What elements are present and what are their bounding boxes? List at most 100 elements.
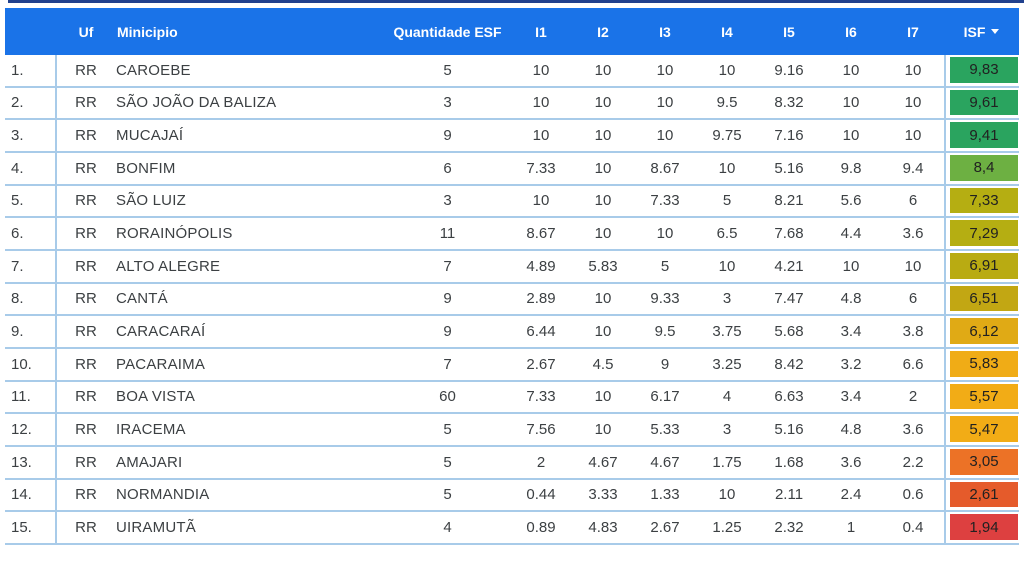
table-row: 15. RR UIRAMUTÃ 4 0.89 4.83 2.67 1.25 2.… bbox=[5, 512, 1019, 545]
cell-i5: 2.32 bbox=[774, 519, 804, 537]
cell-i1: 10 bbox=[532, 127, 550, 145]
cell-i5: 4.21 bbox=[774, 257, 804, 275]
cell-i3: 10 bbox=[656, 94, 674, 112]
table-row: 1. RR CAROEBE 5 10 10 10 10 9.16 10 10 9… bbox=[5, 55, 1019, 88]
cell-i6: 3.2 bbox=[840, 355, 862, 373]
cell-i2: 10 bbox=[594, 159, 612, 177]
table-row: 9. RR CARACARAÍ 9 6.44 10 9.5 3.75 5.68 … bbox=[5, 316, 1019, 349]
cell-i2: 10 bbox=[594, 225, 612, 243]
cell-municipio: CARACARAÍ bbox=[116, 323, 206, 341]
cell-i4: 3 bbox=[722, 290, 732, 308]
cell-municipio: MUCAJAÍ bbox=[116, 127, 184, 145]
cell-i2: 10 bbox=[594, 290, 612, 308]
cell-municipio: NORMANDIA bbox=[116, 486, 210, 504]
cell-municipio: AMAJARI bbox=[116, 453, 183, 471]
cell-uf: RR bbox=[75, 257, 97, 275]
cell-quantidade-esf: 5 bbox=[443, 486, 452, 504]
cell-i5: 8.32 bbox=[774, 94, 804, 112]
table-row: 2. RR SÃO JOÃO DA BALIZA 3 10 10 10 9.5 … bbox=[5, 87, 1019, 121]
header-i6: I6 bbox=[845, 23, 857, 40]
cell-i3: 2.67 bbox=[650, 519, 680, 537]
cell-i4: 10 bbox=[718, 257, 736, 275]
table-header-row: Uf Minicipio Quantidade ESF I1 I2 I3 I4 … bbox=[5, 8, 1019, 55]
cell-isf: 5,47 bbox=[944, 414, 1019, 445]
isf-score-badge: 9,41 bbox=[950, 122, 1018, 148]
cell-i1: 0.89 bbox=[526, 519, 556, 537]
isf-score-badge: 6,91 bbox=[950, 252, 1018, 279]
cell-isf: 9,41 bbox=[944, 120, 1019, 151]
cell-municipio: RORAINÓPOLIS bbox=[116, 225, 233, 243]
caret-down-icon bbox=[991, 29, 1000, 34]
row-number: 7. bbox=[5, 250, 57, 282]
cell-municipio: IRACEMA bbox=[116, 421, 186, 439]
cell-i3: 9 bbox=[660, 355, 670, 373]
cell-i7: 6 bbox=[908, 192, 918, 210]
isf-score-badge: 5,83 bbox=[950, 350, 1018, 377]
cell-i7: 0.4 bbox=[902, 519, 924, 537]
row-number: 12. bbox=[5, 414, 57, 445]
cell-i7: 10 bbox=[904, 61, 922, 79]
top-divider bbox=[8, 0, 1024, 3]
isf-score-badge: 5,57 bbox=[950, 383, 1018, 410]
header-municipio: Minicipio bbox=[117, 23, 178, 40]
cell-i7: 9.4 bbox=[902, 159, 924, 177]
cell-municipio: CANTÁ bbox=[116, 290, 168, 308]
cell-i5: 9.16 bbox=[774, 61, 804, 79]
cell-i3: 9.5 bbox=[654, 323, 676, 341]
cell-i7: 0.6 bbox=[902, 486, 924, 504]
header-i2: I2 bbox=[597, 23, 609, 40]
table-row: 8. RR CANTÁ 9 2.89 10 9.33 3 7.47 4.8 6 … bbox=[5, 283, 1019, 317]
cell-i4: 10 bbox=[718, 486, 736, 504]
row-number: 4. bbox=[5, 152, 57, 184]
cell-municipio: SÃO JOÃO DA BALIZA bbox=[116, 94, 277, 112]
cell-i2: 4.67 bbox=[588, 453, 618, 471]
cell-quantidade-esf: 4 bbox=[443, 519, 452, 537]
cell-i7: 6.6 bbox=[902, 355, 924, 373]
cell-quantidade-esf: 5 bbox=[443, 421, 452, 439]
cell-i6: 4.4 bbox=[840, 225, 862, 243]
cell-i7: 6 bbox=[908, 290, 918, 308]
cell-isf: 2,61 bbox=[944, 479, 1019, 511]
table-row: 5. RR SÃO LUIZ 3 10 10 7.33 5 8.21 5.6 6… bbox=[5, 185, 1019, 219]
cell-i6: 4.8 bbox=[840, 421, 862, 439]
cell-i4: 1.75 bbox=[712, 453, 742, 471]
isf-score-badge: 7,33 bbox=[950, 187, 1018, 214]
cell-uf: RR bbox=[75, 192, 97, 210]
cell-isf: 6,12 bbox=[944, 316, 1019, 347]
cell-isf: 9,83 bbox=[944, 55, 1019, 86]
cell-i4: 3.25 bbox=[712, 355, 742, 373]
cell-i1: 4.89 bbox=[526, 257, 556, 275]
isf-score-badge: 5,47 bbox=[950, 416, 1018, 442]
cell-i6: 3.6 bbox=[840, 453, 862, 471]
cell-i5: 7.47 bbox=[774, 290, 804, 308]
cell-isf: 5,83 bbox=[944, 348, 1019, 380]
cell-isf: 9,61 bbox=[944, 87, 1019, 119]
cell-i6: 3.4 bbox=[840, 388, 862, 406]
cell-i6: 10 bbox=[842, 61, 860, 79]
header-isf-sort[interactable]: ISF bbox=[944, 8, 1019, 55]
cell-i4: 5 bbox=[722, 192, 732, 210]
cell-i2: 4.5 bbox=[592, 355, 614, 373]
cell-quantidade-esf: 7 bbox=[443, 355, 452, 373]
cell-i2: 10 bbox=[594, 94, 612, 112]
cell-i7: 3.8 bbox=[902, 323, 924, 341]
table-row: 6. RR RORAINÓPOLIS 11 8.67 10 10 6.5 7.6… bbox=[5, 218, 1019, 251]
cell-isf: 6,91 bbox=[944, 250, 1019, 282]
cell-quantidade-esf: 9 bbox=[443, 323, 452, 341]
cell-municipio: BOA VISTA bbox=[116, 388, 196, 406]
cell-i4: 10 bbox=[718, 61, 736, 79]
table-body: 1. RR CAROEBE 5 10 10 10 10 9.16 10 10 9… bbox=[5, 55, 1019, 545]
cell-i5: 7.16 bbox=[774, 127, 804, 145]
cell-i3: 9.33 bbox=[650, 290, 680, 308]
isf-score-badge: 1,94 bbox=[950, 514, 1018, 540]
cell-i2: 10 bbox=[594, 323, 612, 341]
isf-score-badge: 9,61 bbox=[950, 89, 1018, 116]
header-row-number bbox=[5, 8, 57, 55]
cell-uf: RR bbox=[75, 486, 97, 504]
cell-i2: 10 bbox=[594, 61, 612, 79]
cell-quantidade-esf: 9 bbox=[443, 290, 452, 308]
cell-i3: 5 bbox=[660, 257, 670, 275]
cell-quantidade-esf: 60 bbox=[439, 388, 456, 406]
row-number: 6. bbox=[5, 218, 57, 249]
cell-municipio: PACARAIMA bbox=[116, 355, 206, 373]
